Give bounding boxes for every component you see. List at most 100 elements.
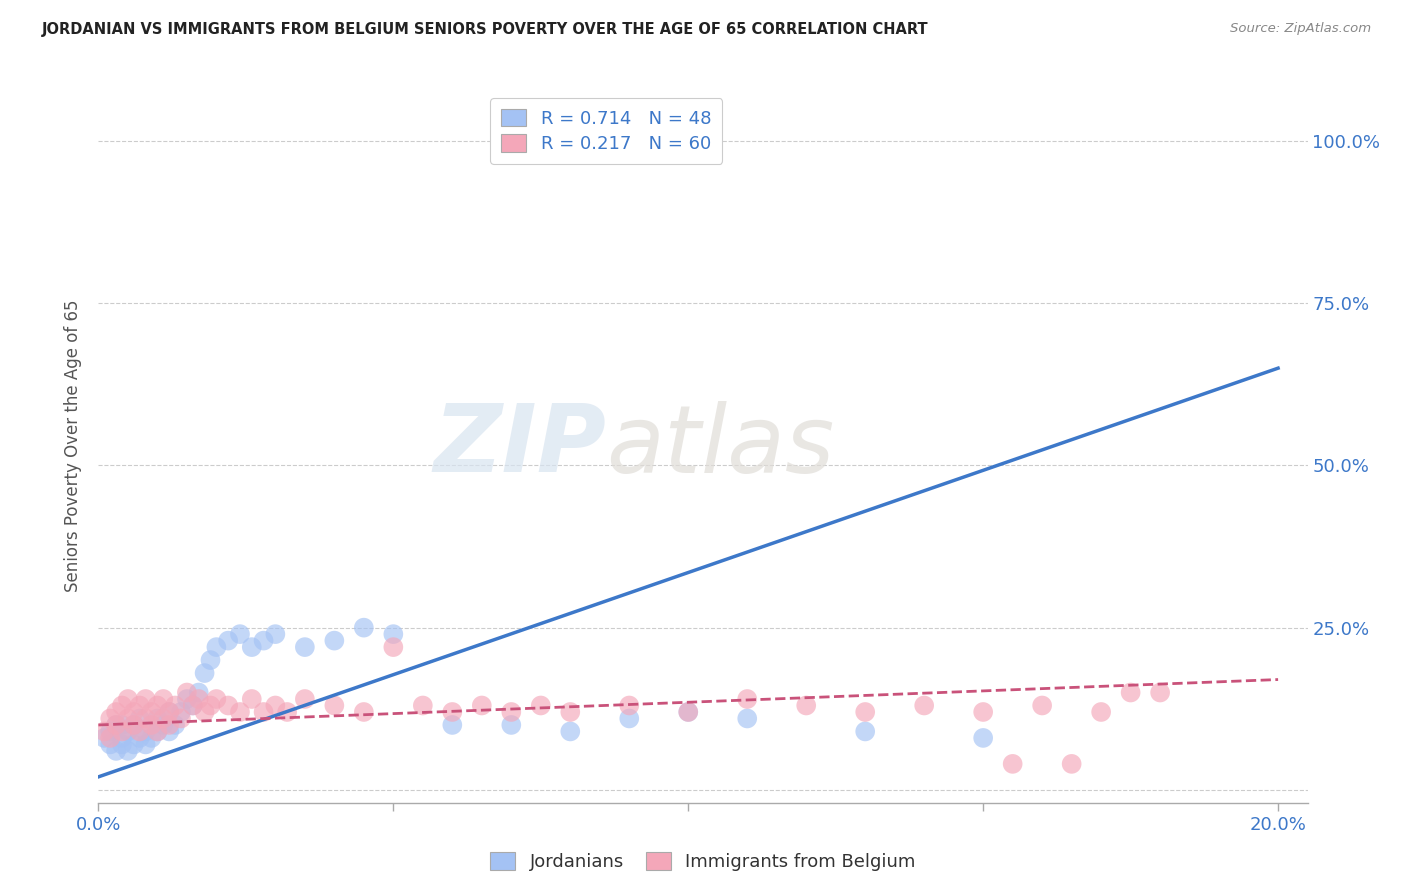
Point (157, 705, 180, 719)
Point (972, 731, 994, 745)
Point (264, 627, 287, 641)
Point (105, 744, 128, 758)
Point (170, 705, 193, 719)
Point (135, 724, 157, 739)
Point (122, 738, 145, 752)
Point (441, 718, 464, 732)
Point (141, 731, 163, 745)
Point (205, 640, 228, 654)
Point (105, 705, 128, 719)
Y-axis label: Seniors Poverty Over the Age of 65: Seniors Poverty Over the Age of 65 (65, 300, 83, 592)
Point (135, 711, 157, 725)
Point (1090, 705, 1112, 719)
Point (412, 698, 434, 713)
Point (98, 724, 121, 739)
Point (678, 705, 700, 719)
Point (619, 711, 641, 725)
Point (194, 705, 217, 719)
Point (117, 724, 139, 739)
Point (128, 711, 150, 725)
Point (128, 731, 150, 745)
Text: Source: ZipAtlas.com: Source: ZipAtlas.com (1230, 22, 1371, 36)
Point (264, 698, 287, 713)
Point (187, 685, 209, 699)
Point (294, 640, 316, 654)
Point (111, 718, 134, 732)
Point (93, 731, 115, 745)
Point (501, 705, 523, 719)
Point (141, 705, 163, 719)
Point (323, 698, 346, 713)
Text: JORDANIAN VS IMMIGRANTS FROM BELGIUM SENIORS POVERTY OVER THE AGE OF 65 CORRELAT: JORDANIAN VS IMMIGRANTS FROM BELGIUM SEN… (42, 22, 929, 37)
Point (794, 698, 817, 713)
Point (382, 627, 405, 641)
Point (560, 705, 582, 719)
Point (678, 705, 700, 719)
Point (122, 718, 145, 732)
Point (276, 705, 298, 719)
Point (98, 711, 121, 725)
Point (471, 698, 494, 713)
Point (1060, 756, 1083, 771)
Point (93, 724, 115, 739)
Point (122, 705, 145, 719)
Point (1149, 685, 1171, 699)
Point (98, 738, 121, 752)
Point (146, 711, 169, 725)
Point (1031, 698, 1053, 713)
Point (187, 692, 209, 706)
Point (157, 724, 180, 739)
Point (972, 705, 994, 719)
Point (252, 633, 274, 648)
Point (117, 692, 139, 706)
Point (229, 627, 252, 641)
Point (194, 666, 217, 681)
Point (205, 692, 228, 706)
Point (181, 698, 204, 713)
Point (98, 731, 121, 745)
Point (122, 718, 145, 732)
Point (111, 738, 134, 752)
Point (240, 640, 263, 654)
Point (217, 698, 239, 713)
Point (111, 698, 134, 713)
Point (128, 698, 150, 713)
Point (560, 724, 582, 739)
Point (165, 718, 187, 732)
Point (165, 698, 187, 713)
Point (619, 698, 641, 713)
Point (105, 718, 128, 732)
Point (176, 692, 198, 706)
Text: atlas: atlas (606, 401, 835, 491)
Legend: R = 0.714   N = 48, R = 0.217   N = 60: R = 0.714 N = 48, R = 0.217 N = 60 (491, 98, 723, 164)
Point (111, 731, 134, 745)
Point (217, 633, 239, 648)
Point (141, 718, 163, 732)
Point (170, 711, 193, 725)
Point (146, 698, 169, 713)
Point (152, 711, 174, 725)
Point (176, 685, 198, 699)
Point (1119, 685, 1142, 699)
Point (135, 738, 157, 752)
Point (912, 698, 935, 713)
Point (117, 744, 139, 758)
Point (441, 705, 464, 719)
Point (146, 724, 169, 739)
Point (229, 705, 252, 719)
Point (157, 705, 180, 719)
Point (252, 705, 274, 719)
Point (735, 711, 758, 725)
Point (530, 698, 553, 713)
Point (200, 698, 222, 713)
Point (200, 653, 222, 667)
Point (323, 633, 346, 648)
Point (1001, 756, 1024, 771)
Point (240, 692, 263, 706)
Point (128, 724, 150, 739)
Point (382, 640, 405, 654)
Point (353, 705, 375, 719)
Point (501, 718, 523, 732)
Point (353, 621, 375, 635)
Legend: Jordanians, Immigrants from Belgium: Jordanians, Immigrants from Belgium (482, 846, 924, 879)
